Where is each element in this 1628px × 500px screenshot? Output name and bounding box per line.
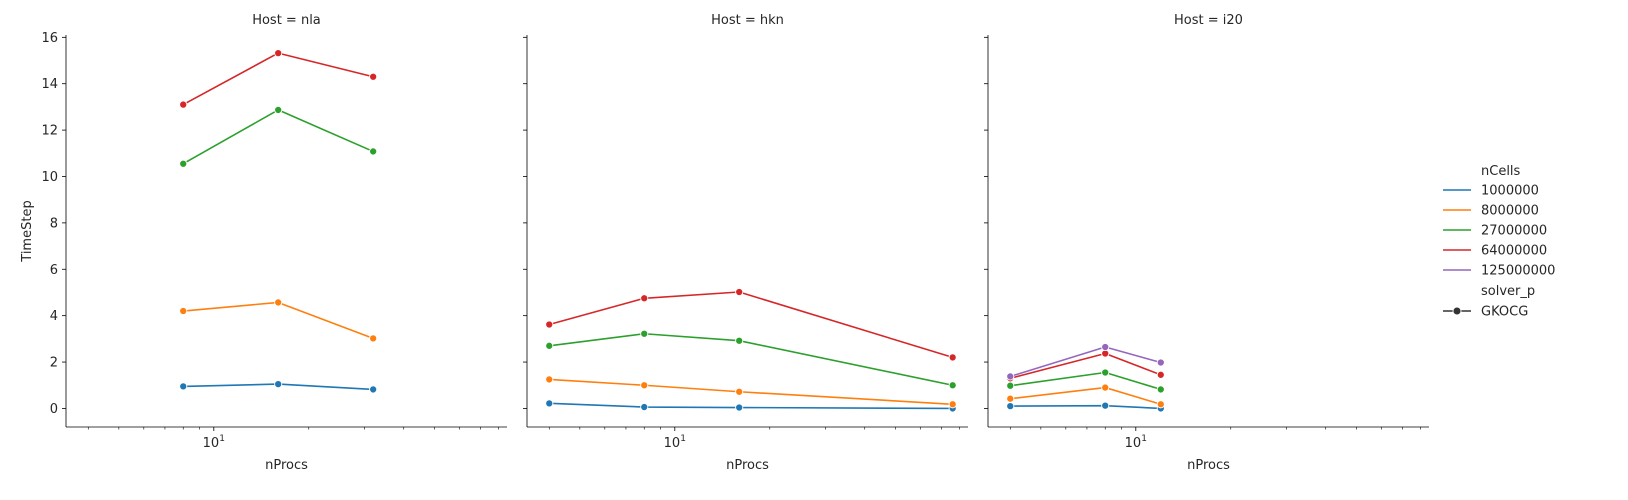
panel-title: Host = hkn [711,13,784,28]
data-point-64000000 [1156,370,1165,379]
data-point-8000000 [274,298,283,307]
data-point-27000000 [545,341,554,350]
legend-hue-title: nCells [1481,164,1521,179]
data-point-27000000 [369,147,378,156]
data-point-64000000 [735,287,744,297]
data-point-1000000 [369,385,378,394]
data-point-8000000 [179,306,188,316]
data-point-8000000 [545,375,554,384]
data-point-27000000 [735,336,744,345]
series-line-1000000 [549,402,953,410]
data-point-64000000 [369,72,378,81]
x-axis-label: nProcs [1187,458,1230,473]
panel-title: Host = i20 [1174,13,1243,28]
facet-panel: Host = i20 101 nProcs [984,13,1429,473]
panel-title: Host = nla [252,13,321,28]
data-point-8000000 [369,334,378,343]
legend-entry-label: 1000000 [1481,184,1539,199]
data-point-27000000 [1006,381,1015,390]
series-line-8000000 [1010,386,1162,406]
legend-style-marker [1452,306,1462,316]
data-point-1000000 [274,380,283,389]
data-point-125000000 [1156,358,1165,367]
data-point-1000000 [1006,402,1015,411]
data-point-125000000 [1101,342,1110,352]
series-line-27000000 [549,332,953,387]
x-axis-label: nProcs [265,458,308,473]
y-tick-label: 8 [50,216,58,231]
y-tick-label: 6 [50,263,58,278]
data-point-64000000 [948,353,957,362]
y-axis-label: TimeStep [20,200,35,262]
x-tick-label: 101 [664,434,686,451]
series-line-8000000 [549,378,953,406]
data-point-8000000 [735,387,744,396]
data-point-8000000 [948,400,957,409]
data-point-64000000 [179,100,188,109]
legend-entry-label: 64000000 [1481,244,1547,259]
y-tick-label: 14 [41,77,58,92]
data-point-125000000 [1006,372,1015,381]
series-line-64000000 [549,291,953,359]
y-tick-label: 2 [50,356,58,371]
data-point-27000000 [179,159,188,168]
data-point-1000000 [1101,401,1110,410]
facet-panel: Host = nla 0 2 4 6 8 10 12 14 16 101 nProcs [41,13,507,473]
legend-entry-label: 27000000 [1481,224,1547,239]
data-point-64000000 [545,320,554,329]
legend-entry-label: 125000000 [1481,264,1555,279]
series-line-27000000 [182,109,374,165]
x-axis-label: nProcs [726,458,769,473]
data-point-8000000 [1156,400,1165,409]
data-point-64000000 [274,49,283,58]
series-line-8000000 [183,301,374,340]
data-point-1000000 [545,399,554,408]
x-tick-label: 101 [1125,434,1147,451]
data-point-27000000 [640,329,649,338]
series-line-27000000 [1010,371,1162,391]
data-point-8000000 [1006,394,1015,403]
data-point-27000000 [1156,385,1165,394]
data-point-27000000 [1101,368,1110,377]
y-tick-label: 4 [50,309,58,324]
data-point-64000000 [640,294,649,303]
series-line-64000000 [182,52,374,106]
y-tick-label: 10 [41,170,58,185]
x-tick-label: 101 [203,434,225,451]
legend: nCells 1000000 8000000 27000000 64000000 1250… [1443,164,1555,320]
facet-panel: Host = hkn 101 nProcs [523,13,968,473]
y-tick-label: 12 [41,124,58,139]
data-point-8000000 [1101,383,1110,392]
data-point-27000000 [948,381,957,390]
data-point-27000000 [274,105,283,114]
legend-style-title: solver_p [1481,284,1535,299]
series-line-1000000 [1010,404,1161,410]
data-point-1000000 [179,382,188,391]
data-point-8000000 [640,381,649,390]
data-point-1000000 [735,403,744,412]
data-point-1000000 [640,403,649,412]
y-tick-label: 0 [50,402,58,417]
legend-entry-label: 8000000 [1481,204,1539,219]
y-tick-label: 16 [41,31,58,46]
legend-style-label: GKOCG [1481,305,1528,320]
